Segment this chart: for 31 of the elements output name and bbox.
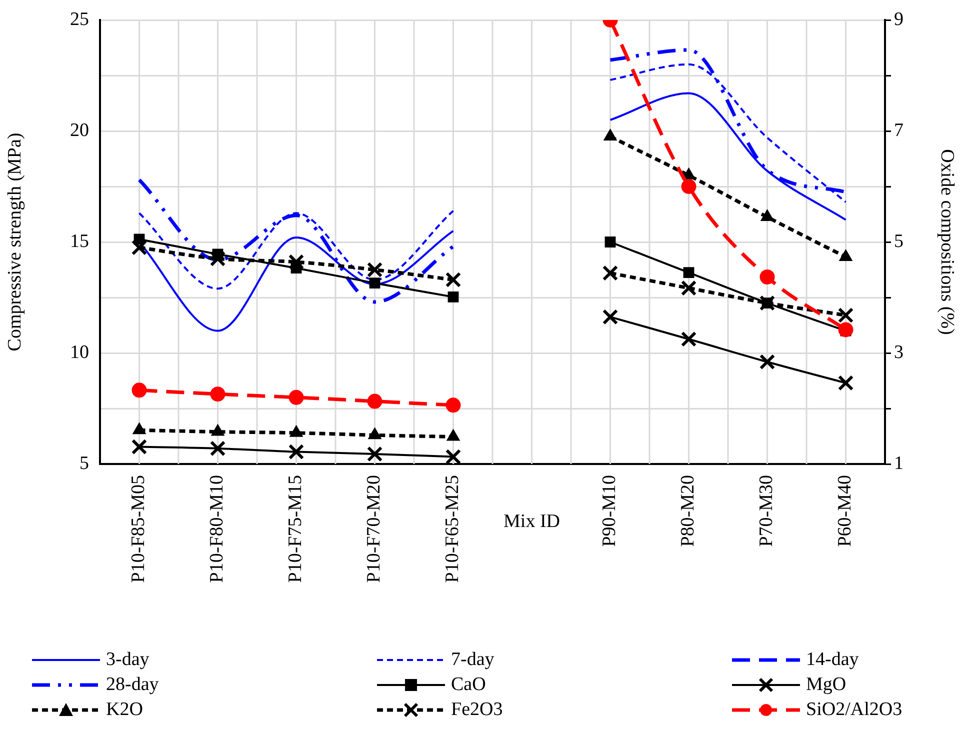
y2-tick-label: 1	[894, 452, 904, 474]
legend-label: Fe2O3	[451, 698, 503, 720]
y2-tick-label: 5	[894, 230, 904, 252]
legend-label: SiO2/Al2O3	[806, 698, 902, 720]
y-tick-label: 15	[70, 230, 89, 252]
x-tick-label: P90-M10	[599, 475, 620, 547]
x-tick-label: P10-F65-M25	[442, 475, 464, 583]
x-tick-label: P60-M40	[834, 475, 856, 547]
y2-tick-label: 7	[894, 120, 904, 141]
y-tick-label: 20	[70, 120, 89, 141]
legend-label: 14-day	[806, 648, 859, 670]
x-tick-label: P10-F85-M05	[128, 475, 150, 583]
y2-tick-label: 3	[894, 342, 904, 363]
legend-label: 7-day	[451, 648, 494, 670]
legend-label: CaO	[451, 674, 486, 696]
x-tick-label: P70-M30	[756, 475, 778, 547]
y-tick-label: 5	[80, 452, 89, 474]
x-tick-label: P10-F70-M20	[364, 475, 385, 583]
y-tick-label: 10	[70, 342, 89, 363]
x-tick-label: P10-F80-M10	[206, 475, 228, 583]
x-tick-label: P80-M20	[678, 475, 699, 547]
y-axis-title: Compressive strength (MPa)	[4, 132, 26, 352]
x-tick-label: P10-F75-M15	[285, 475, 306, 583]
legend-label: MgO	[806, 674, 846, 696]
x-axis-title: Mix ID	[504, 510, 560, 532]
y-tick-label: 25	[70, 8, 89, 30]
y2-tick-label: 9	[894, 8, 904, 30]
legend-label: K2O	[106, 698, 143, 720]
y2-axis-title: Oxide compositions (%)	[936, 149, 958, 335]
legend-label: 3-day	[106, 648, 150, 670]
legend-label: 28-day	[106, 674, 159, 696]
